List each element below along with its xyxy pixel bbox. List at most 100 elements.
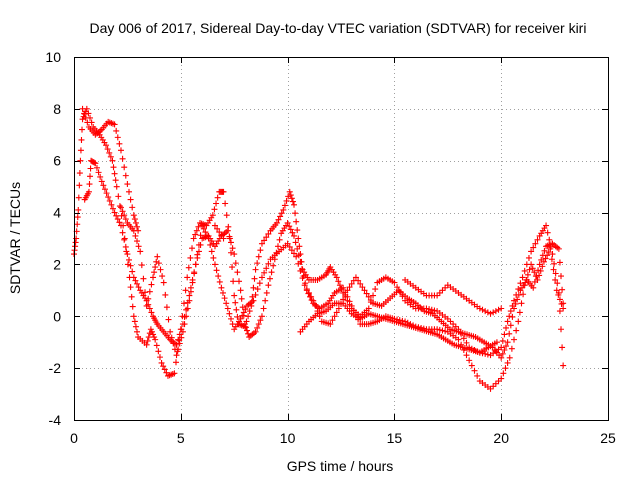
data-point bbox=[95, 169, 102, 176]
data-point bbox=[434, 292, 441, 299]
data-point bbox=[131, 318, 138, 325]
data-point bbox=[447, 318, 454, 325]
data-point bbox=[223, 212, 230, 219]
data-point bbox=[135, 284, 142, 291]
x-tick-label: 0 bbox=[70, 430, 78, 446]
data-point bbox=[146, 305, 153, 312]
data-point bbox=[295, 260, 302, 267]
data-point bbox=[119, 229, 126, 236]
data-point bbox=[348, 280, 355, 287]
data-point bbox=[118, 212, 125, 219]
data-point bbox=[79, 116, 86, 123]
data-point bbox=[214, 225, 221, 232]
data-point bbox=[508, 345, 515, 352]
data-point bbox=[258, 313, 265, 320]
data-point bbox=[534, 236, 541, 243]
data-point bbox=[98, 178, 105, 185]
data-point bbox=[74, 221, 81, 228]
data-point bbox=[79, 126, 86, 133]
data-point bbox=[79, 105, 86, 112]
data-point bbox=[287, 192, 294, 199]
data-point bbox=[479, 306, 486, 313]
data-point bbox=[179, 328, 186, 335]
data-point bbox=[492, 308, 499, 315]
data-point bbox=[93, 164, 100, 171]
data-point bbox=[308, 293, 315, 300]
data-point bbox=[110, 164, 117, 171]
data-point bbox=[146, 288, 153, 295]
data-point bbox=[186, 292, 193, 299]
data-point bbox=[450, 321, 457, 328]
y-tick-label: 2 bbox=[53, 256, 61, 272]
data-point bbox=[498, 375, 505, 382]
data-point bbox=[112, 177, 119, 184]
data-point bbox=[216, 278, 223, 285]
data-point bbox=[492, 380, 499, 387]
data-point bbox=[130, 212, 137, 219]
data-point bbox=[195, 223, 202, 230]
data-point bbox=[287, 226, 294, 233]
data-point bbox=[182, 287, 189, 294]
x-axis-label: GPS time / hours bbox=[287, 458, 394, 474]
data-point bbox=[203, 232, 210, 239]
data-point bbox=[504, 339, 511, 346]
data-point bbox=[226, 310, 233, 317]
data-point bbox=[495, 306, 502, 313]
data-point bbox=[507, 322, 514, 329]
data-point bbox=[294, 227, 301, 234]
data-point bbox=[181, 300, 188, 307]
data-point bbox=[147, 326, 154, 333]
data-point bbox=[251, 275, 258, 282]
data-point bbox=[119, 155, 126, 162]
series-track-1 bbox=[71, 105, 567, 379]
data-point bbox=[117, 147, 124, 154]
data-point bbox=[512, 300, 519, 307]
data-point bbox=[274, 243, 281, 250]
data-point bbox=[194, 251, 201, 258]
data-point bbox=[134, 280, 141, 287]
data-point bbox=[515, 318, 522, 325]
data-point bbox=[231, 292, 238, 299]
data-point bbox=[170, 340, 177, 347]
y-tick-label: 0 bbox=[53, 308, 61, 324]
data-point bbox=[286, 188, 293, 195]
data-point bbox=[162, 291, 169, 298]
plot-frame bbox=[74, 57, 609, 421]
data-point bbox=[391, 279, 398, 286]
data-point bbox=[127, 284, 134, 291]
data-point bbox=[357, 280, 364, 287]
data-point bbox=[295, 235, 302, 242]
data-point bbox=[506, 354, 513, 361]
data-point bbox=[295, 252, 302, 259]
data-point bbox=[78, 136, 85, 143]
y-tick-label: 10 bbox=[45, 49, 61, 65]
data-point bbox=[258, 240, 265, 247]
data-point bbox=[159, 273, 166, 280]
data-point bbox=[495, 378, 502, 385]
data-point bbox=[276, 236, 283, 243]
data-point bbox=[111, 209, 118, 216]
data-point bbox=[223, 300, 230, 307]
data-point bbox=[365, 305, 372, 312]
data-point bbox=[439, 287, 446, 294]
data-point bbox=[268, 269, 275, 276]
data-point bbox=[244, 327, 251, 334]
data-point bbox=[498, 305, 505, 312]
x-tick-labels: 0 5 10 15 20 25 bbox=[70, 430, 616, 446]
data-point bbox=[173, 341, 180, 348]
data-point bbox=[444, 315, 451, 322]
data-point bbox=[148, 328, 155, 335]
data-point bbox=[333, 274, 340, 281]
data-point bbox=[504, 359, 511, 366]
data-point bbox=[498, 344, 505, 351]
data-point bbox=[460, 335, 467, 342]
data-point bbox=[87, 173, 94, 180]
data-point bbox=[286, 243, 293, 250]
data-point bbox=[521, 267, 528, 274]
data-point bbox=[442, 328, 449, 335]
data-point bbox=[506, 313, 513, 320]
data-point bbox=[559, 286, 566, 293]
data-point bbox=[270, 262, 277, 269]
data-point bbox=[176, 340, 183, 347]
data-point bbox=[500, 370, 507, 377]
